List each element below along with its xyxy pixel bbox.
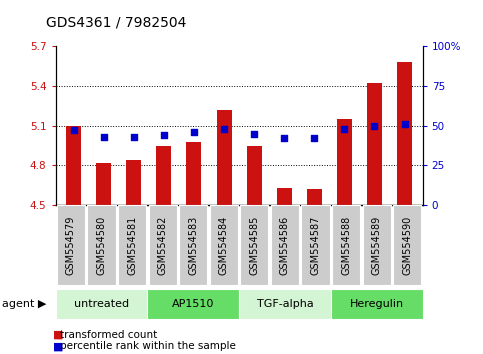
Bar — [96, 163, 111, 205]
Bar — [147, 289, 239, 319]
Text: GSM554584: GSM554584 — [219, 216, 229, 275]
Point — [280, 136, 288, 141]
Text: GSM554579: GSM554579 — [66, 216, 76, 275]
Bar — [239, 289, 331, 319]
Point — [341, 126, 348, 132]
Point — [160, 132, 168, 138]
Point — [190, 129, 198, 135]
Text: agent ▶: agent ▶ — [2, 298, 47, 309]
Text: transformed count: transformed count — [60, 330, 157, 339]
Text: GSM554589: GSM554589 — [372, 216, 382, 275]
Bar — [247, 145, 262, 205]
Bar — [397, 62, 412, 205]
Text: GSM554581: GSM554581 — [127, 216, 137, 275]
Bar — [277, 188, 292, 205]
Text: GSM554580: GSM554580 — [97, 216, 106, 275]
Bar — [186, 142, 201, 205]
Bar — [56, 289, 147, 319]
Text: GSM554586: GSM554586 — [280, 216, 290, 275]
Text: TGF-alpha: TGF-alpha — [256, 298, 313, 309]
Point — [70, 128, 77, 133]
Text: untreated: untreated — [74, 298, 129, 309]
Bar — [156, 145, 171, 205]
Text: GDS4361 / 7982504: GDS4361 / 7982504 — [46, 16, 186, 30]
Bar — [216, 110, 231, 205]
Text: percentile rank within the sample: percentile rank within the sample — [60, 341, 236, 351]
Text: AP1510: AP1510 — [172, 298, 214, 309]
Bar — [307, 189, 322, 205]
Bar — [66, 126, 81, 205]
Text: GSM554582: GSM554582 — [157, 216, 168, 275]
Point — [250, 131, 258, 136]
Text: GSM554585: GSM554585 — [249, 216, 259, 275]
Text: GSM554587: GSM554587 — [311, 216, 321, 275]
Bar — [337, 119, 352, 205]
Bar — [126, 160, 142, 205]
Text: GSM554583: GSM554583 — [188, 216, 198, 275]
Point — [401, 121, 409, 127]
Point — [370, 123, 378, 129]
Text: ■: ■ — [53, 341, 64, 351]
Text: ■: ■ — [53, 330, 64, 339]
Point — [130, 134, 138, 139]
Text: GSM554590: GSM554590 — [402, 216, 412, 275]
Text: Heregulin: Heregulin — [350, 298, 404, 309]
Bar — [331, 289, 423, 319]
Bar — [367, 83, 382, 205]
Point — [220, 126, 228, 132]
Text: GSM554588: GSM554588 — [341, 216, 351, 275]
Point — [100, 134, 108, 139]
Point — [311, 136, 318, 141]
